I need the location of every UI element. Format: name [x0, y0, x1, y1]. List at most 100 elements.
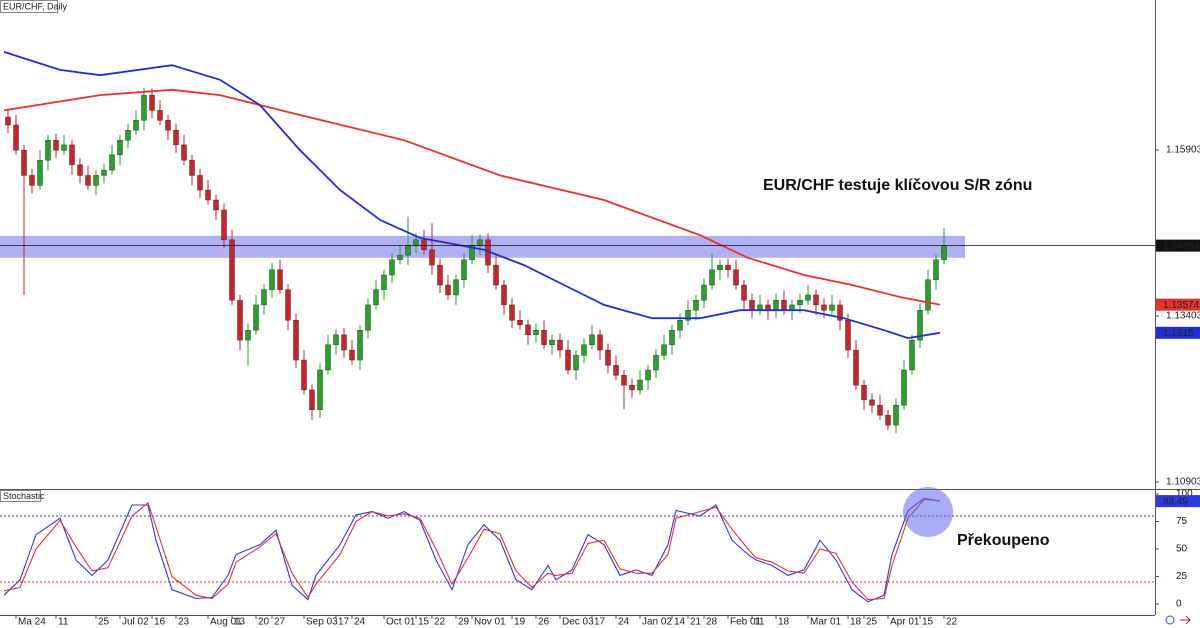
x-tick-label: 13: [234, 617, 246, 628]
y-tick-label: 1.15903: [1166, 145, 1200, 156]
chart-title: EUR/CHF, Daily: [3, 1, 68, 11]
candle-body: [637, 379, 643, 391]
candle-body: [53, 140, 59, 151]
candle-body: [37, 159, 43, 186]
candle-body: [821, 304, 827, 311]
plot-layer: 1.15903 1.13403 1.10903 1.14463 1.13574 1.131…: [0, 51, 1200, 628]
x-tick-label: Ma 24: [18, 617, 46, 628]
x-tick-label: 23: [178, 617, 190, 628]
candle-body: [21, 150, 27, 176]
candle-body: [45, 140, 51, 161]
candle-body: [77, 164, 83, 176]
candle-body: [269, 269, 275, 290]
candle-body: [277, 269, 283, 290]
sr-zone: [0, 235, 965, 258]
candle-body: [517, 320, 523, 326]
y-tick-label: 0: [1176, 599, 1182, 610]
candle-body: [221, 209, 227, 241]
x-tick-label: Feb 01: [730, 617, 762, 628]
candle-body: [237, 300, 243, 341]
candle-body: [885, 414, 891, 426]
candle-body: [893, 404, 899, 426]
candle-body: [173, 130, 179, 146]
candle-body: [581, 344, 587, 356]
x-tick-label: 11: [754, 617, 765, 628]
x-tick-label: 18: [850, 617, 862, 628]
x-tick-label: 22: [946, 617, 958, 628]
candle-body: [733, 269, 739, 286]
candle-body: [437, 264, 443, 286]
indicator-value-tag-bg: [1156, 495, 1200, 508]
candle-body: [125, 130, 131, 141]
candle-body: [525, 324, 531, 336]
candle-body: [773, 300, 779, 311]
candle-body: [645, 369, 651, 381]
annotation: Překoupeno: [957, 532, 1050, 549]
candle-body: [573, 355, 579, 371]
candle-body: [325, 344, 331, 371]
candle-body: [429, 249, 435, 266]
candle-body: [285, 289, 291, 321]
x-tick-label: 15: [418, 617, 430, 628]
candle-body: [509, 304, 515, 321]
x-tick-label: Oct 01: [386, 617, 416, 628]
line-series: [3, 498, 941, 601]
candle-body: [589, 334, 595, 345]
candle-body: [141, 94, 147, 121]
x-tick-label: 26: [538, 617, 550, 628]
icon[interactable]: [1180, 615, 1191, 625]
candle-body: [829, 304, 835, 311]
candle-body: [869, 399, 875, 406]
candle-body: [781, 300, 787, 311]
x-tick-label: 29: [458, 617, 470, 628]
candle-body: [301, 359, 307, 391]
candle-body: [605, 349, 611, 366]
candle-body: [445, 284, 451, 296]
candle-body: [317, 369, 323, 411]
candle-body: [749, 300, 755, 311]
candle-body: [197, 175, 203, 191]
candle-body: [853, 349, 859, 386]
x-tick-label: 25: [98, 617, 110, 628]
candle-body: [501, 284, 507, 306]
candle-body: [461, 259, 467, 280]
candle-body: [613, 365, 619, 376]
candle-body: [677, 320, 683, 331]
candle-body: [101, 169, 107, 176]
x-tick-label: 22: [434, 617, 446, 628]
x-tick-label: 17: [338, 617, 350, 628]
candle-body: [533, 329, 539, 336]
candle-body: [213, 199, 219, 211]
candle-body: [901, 369, 907, 406]
candle-body: [69, 144, 75, 166]
candle-body: [685, 310, 691, 321]
candle-body: [189, 159, 195, 176]
line-series: [3, 497, 941, 603]
candle-body: [469, 244, 475, 260]
icon[interactable]: [1165, 615, 1175, 625]
x-tick-label: Aug 01: [210, 617, 242, 628]
toolbar-icons[interactable]: [1165, 615, 1191, 625]
candle-body: [365, 304, 371, 331]
candle-body: [29, 175, 35, 186]
candle-body: [5, 116, 11, 126]
candle-body: [861, 385, 867, 401]
candle-body: [845, 320, 851, 351]
candle-body: [181, 144, 187, 161]
indicator-value-tag: 93.49: [1163, 496, 1188, 507]
candle-body: [341, 334, 347, 351]
x-tick-label: 19: [514, 617, 526, 628]
candle-body: [389, 259, 395, 276]
candle-body: [149, 94, 155, 111]
candle-body: [909, 339, 915, 371]
x-tick-label: Mar 01: [810, 617, 842, 628]
candle-body: [565, 349, 571, 371]
candle-body: [549, 339, 555, 345]
candle-body: [381, 274, 387, 290]
candle-body: [725, 264, 731, 270]
candle-body: [61, 144, 67, 151]
candle-body: [85, 175, 91, 186]
indicator-title: Stochastic: [3, 491, 45, 501]
